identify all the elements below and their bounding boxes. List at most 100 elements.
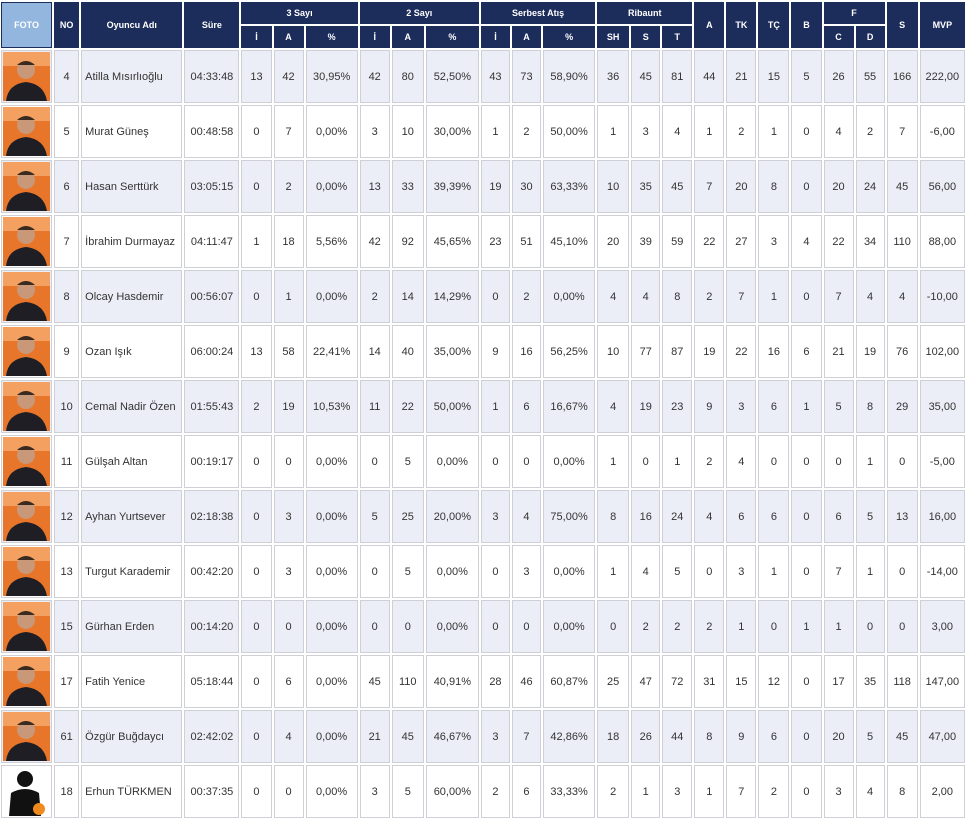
stat-cell: 1 xyxy=(631,765,661,818)
stat-cell: 3 xyxy=(480,710,510,763)
stat-cell: 24 xyxy=(662,490,693,543)
stat-cell: 8 xyxy=(886,765,918,818)
stat-cell: 5 xyxy=(855,710,885,763)
stat-cell: 29 xyxy=(886,380,918,433)
stat-cell: 5 xyxy=(791,50,822,103)
subheader-cell: % xyxy=(305,26,358,48)
player-photo xyxy=(3,767,51,816)
photo-cell xyxy=(1,710,53,763)
stat-cell: 10 xyxy=(391,105,424,158)
stat-cell: 5 xyxy=(54,105,80,158)
stat-cell: 12 xyxy=(758,655,790,708)
stat-cell: 8 xyxy=(662,270,693,323)
player-row: 17 Fatih Yenice 05:18:44 0 6 0,00% 45 110 40,91%… xyxy=(1,655,965,708)
stat-cell: 0,00% xyxy=(305,710,358,763)
stat-cell: 2 xyxy=(694,435,725,488)
stat-cell: 3 xyxy=(480,490,510,543)
stat-cell: 1 xyxy=(855,435,885,488)
player-name: İbrahim Durmayaz xyxy=(81,215,183,268)
stat-cell: 2 xyxy=(241,380,272,433)
stat-cell: 0,00% xyxy=(305,600,358,653)
stat-cell: 8 xyxy=(694,710,725,763)
stat-cell: 45 xyxy=(359,655,390,708)
stat-cell: 8 xyxy=(597,490,630,543)
stat-cell: 22 xyxy=(391,380,424,433)
stat-cell: 23 xyxy=(662,380,693,433)
stat-cell: 6 xyxy=(511,765,542,818)
stat-cell: 35 xyxy=(855,655,885,708)
stat-cell: 7 xyxy=(726,270,757,323)
stat-cell: 4 xyxy=(823,105,854,158)
stat-cell: 40,91% xyxy=(425,655,479,708)
photo-cell xyxy=(1,380,53,433)
stat-cell: 5 xyxy=(391,765,424,818)
player-photo xyxy=(3,272,51,321)
stat-cell: 19 xyxy=(855,325,885,378)
stat-cell: 13 xyxy=(359,160,390,213)
group-header: F xyxy=(823,2,885,24)
player-name: Erhun TÜRKMEN xyxy=(81,765,183,818)
stat-cell: 4 xyxy=(791,215,822,268)
stat-cell: 16,00 xyxy=(919,490,965,543)
stat-cell: 9 xyxy=(480,325,510,378)
stat-cell: 10,53% xyxy=(305,380,358,433)
stat-cell: 45 xyxy=(391,710,424,763)
stat-cell: 1 xyxy=(597,545,630,598)
stat-cell: 9 xyxy=(54,325,80,378)
photo-cell xyxy=(1,435,53,488)
stat-cell: 31 xyxy=(694,655,725,708)
stat-cell: 5 xyxy=(823,380,854,433)
player-photo xyxy=(3,492,51,541)
stat-cell: 4 xyxy=(631,545,661,598)
stat-cell: 75,00% xyxy=(543,490,596,543)
stat-cell: 55 xyxy=(855,50,885,103)
stat-cell: 45,10% xyxy=(543,215,596,268)
stat-cell: 2 xyxy=(511,270,542,323)
stat-cell: 00:14:20 xyxy=(184,600,240,653)
stat-cell: 3 xyxy=(511,545,542,598)
stat-cell: -5,00 xyxy=(919,435,965,488)
stat-cell: 20 xyxy=(597,215,630,268)
stat-cell: 80 xyxy=(391,50,424,103)
stat-cell: 77 xyxy=(631,325,661,378)
stat-cell: 2 xyxy=(511,105,542,158)
stat-cell: 46,67% xyxy=(425,710,479,763)
stat-cell: 15 xyxy=(726,655,757,708)
player-photo xyxy=(3,52,51,101)
stat-cell: 20 xyxy=(823,710,854,763)
stat-cell: 14,29% xyxy=(425,270,479,323)
stat-cell: 6 xyxy=(726,490,757,543)
stat-cell: 222,00 xyxy=(919,50,965,103)
stat-cell: 14 xyxy=(359,325,390,378)
stat-cell: 14 xyxy=(391,270,424,323)
stat-cell: 45 xyxy=(886,710,918,763)
player-name: Fatih Yenice xyxy=(81,655,183,708)
stat-cell: -6,00 xyxy=(919,105,965,158)
stat-cell: 2 xyxy=(359,270,390,323)
photo-cell xyxy=(1,655,53,708)
stat-cell: 0 xyxy=(791,655,822,708)
stat-cell: 6 xyxy=(273,655,304,708)
photo-cell xyxy=(1,545,53,598)
stat-cell: 6 xyxy=(758,490,790,543)
stat-cell: 46 xyxy=(511,655,542,708)
stat-cell: 147,00 xyxy=(919,655,965,708)
stat-cell: 76 xyxy=(886,325,918,378)
stat-cell: 166 xyxy=(886,50,918,103)
stat-cell: 88,00 xyxy=(919,215,965,268)
stat-cell: 8 xyxy=(758,160,790,213)
stat-cell: 72 xyxy=(662,655,693,708)
stat-cell: 33 xyxy=(391,160,424,213)
stat-cell: 92 xyxy=(391,215,424,268)
stat-cell: 0 xyxy=(273,765,304,818)
stat-cell: 47,00 xyxy=(919,710,965,763)
stat-cell: 0 xyxy=(359,545,390,598)
stat-cell: 18 xyxy=(597,710,630,763)
stat-cell: 0,00% xyxy=(425,545,479,598)
stat-cell: 9 xyxy=(726,710,757,763)
stat-cell: 0,00% xyxy=(305,160,358,213)
stat-cell: 45,65% xyxy=(425,215,479,268)
player-name: Gürhan Erden xyxy=(81,600,183,653)
player-name: Atilla Mısırlıoğlu xyxy=(81,50,183,103)
stat-cell: 0 xyxy=(791,435,822,488)
